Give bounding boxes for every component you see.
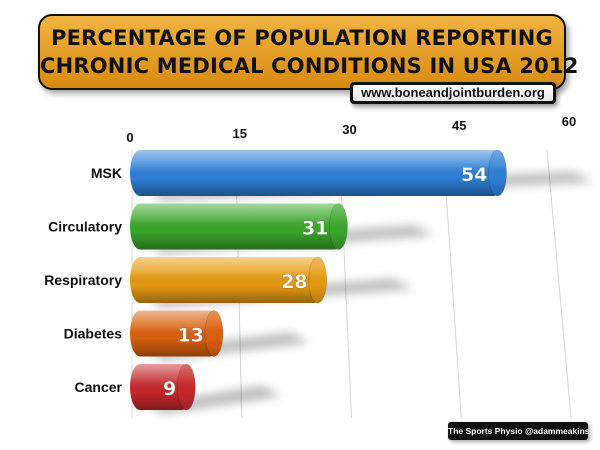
x-tick-label: 30 — [342, 122, 356, 137]
title-banner: PERCENTAGE OF POPULATION REPORTING CHRON… — [38, 14, 579, 90]
bar-value-label: 28 — [281, 271, 307, 293]
bar-respiratory: 28 — [130, 256, 328, 304]
credit-badge: The Sports Physio @adammeakins — [448, 422, 590, 440]
category-label: Cancer — [75, 379, 123, 395]
bar-end-cap-shine — [204, 310, 223, 357]
bar-end-cap-shine — [308, 257, 327, 303]
bar-end-cap-shine — [177, 364, 196, 410]
bar-cancer: 9 — [130, 363, 196, 411]
x-tick-label: 45 — [452, 118, 466, 133]
source-label: www.boneandjointburden.org — [350, 82, 556, 104]
category-label: Circulatory — [48, 219, 122, 235]
x-tick-label: 15 — [233, 126, 247, 141]
x-axis-ticks: 0 15 30 45 60 — [126, 114, 576, 145]
bar-highlight — [130, 150, 504, 196]
bar-value-label: 13 — [177, 325, 203, 347]
bar-end-cap-shine — [488, 150, 507, 196]
bar-highlight — [130, 203, 345, 250]
x-tick-label: 0 — [126, 130, 133, 145]
chart-title-line-2: CHRONIC MEDICAL CONDITIONS IN USA 2012 — [40, 54, 579, 78]
bar-value-label: 54 — [461, 164, 487, 186]
bar-highlight — [130, 257, 324, 303]
bar-value-label: 31 — [302, 218, 328, 240]
gridline — [546, 149, 572, 419]
bar-highlight — [130, 310, 220, 357]
category-label: Diabetes — [64, 326, 123, 342]
bar-end-cap-shine — [329, 203, 348, 250]
bar-highlight — [130, 364, 193, 410]
category-labels: MSK Circulatory Respiratory Diabetes Cancer — [44, 165, 122, 395]
x-tick-label: 60 — [562, 114, 576, 129]
bar-circulatory: 31 — [130, 203, 348, 250]
source-url: www.boneandjointburden.org — [353, 85, 553, 101]
bar-value-label: 9 — [163, 378, 176, 400]
category-label: MSK — [91, 165, 122, 181]
chart-title-line-1: PERCENTAGE OF POPULATION REPORTING — [51, 26, 553, 50]
bars: 54 31 28 13 9 — [130, 149, 507, 411]
bar-diabetes: 13 — [130, 310, 224, 357]
category-label: Respiratory — [44, 272, 122, 288]
bar-msk: 54 — [130, 149, 507, 197]
